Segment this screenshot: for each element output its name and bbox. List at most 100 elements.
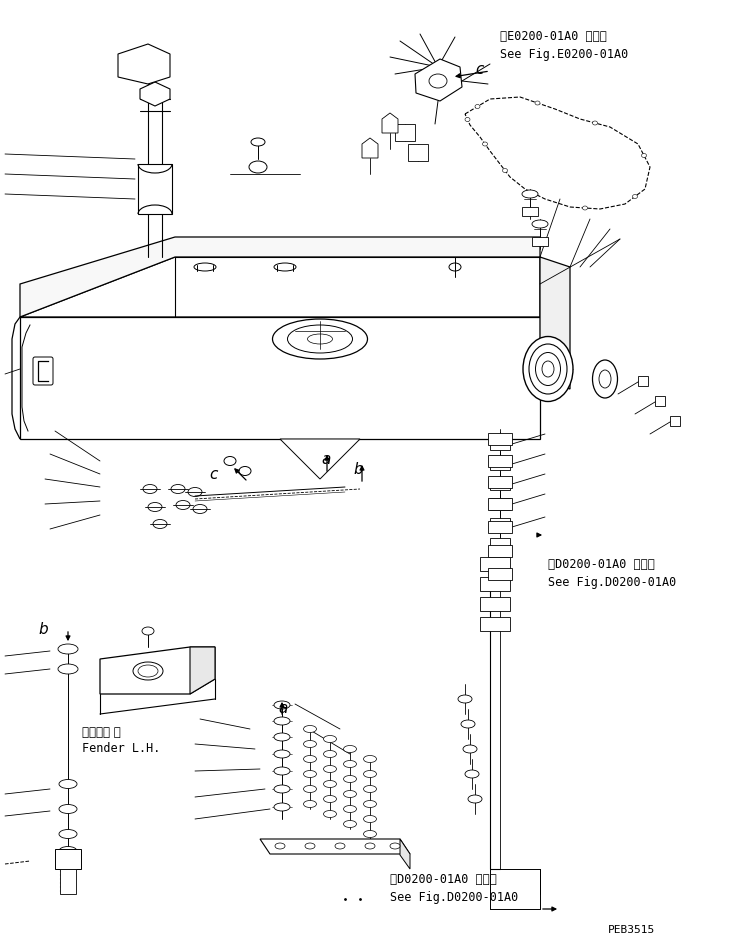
Ellipse shape — [343, 776, 357, 783]
Ellipse shape — [335, 843, 345, 849]
Polygon shape — [490, 518, 510, 531]
Polygon shape — [480, 598, 510, 612]
Ellipse shape — [303, 726, 317, 733]
Polygon shape — [415, 59, 462, 102]
Polygon shape — [118, 45, 170, 85]
Polygon shape — [522, 208, 538, 217]
Ellipse shape — [363, 831, 377, 837]
Polygon shape — [488, 456, 512, 467]
Polygon shape — [55, 849, 81, 869]
Ellipse shape — [274, 750, 290, 758]
Polygon shape — [488, 546, 512, 557]
Ellipse shape — [58, 665, 78, 674]
Ellipse shape — [390, 843, 400, 849]
Ellipse shape — [274, 717, 290, 725]
Ellipse shape — [463, 745, 477, 753]
Polygon shape — [670, 416, 680, 427]
Ellipse shape — [458, 696, 472, 703]
Ellipse shape — [343, 791, 357, 798]
Polygon shape — [395, 125, 415, 142]
Polygon shape — [408, 144, 428, 161]
Text: c: c — [209, 466, 218, 481]
Text: b: b — [38, 621, 47, 636]
Ellipse shape — [482, 143, 488, 147]
Polygon shape — [488, 521, 512, 533]
Ellipse shape — [303, 770, 317, 778]
Polygon shape — [138, 165, 172, 215]
Polygon shape — [655, 396, 665, 407]
Ellipse shape — [502, 169, 508, 174]
Polygon shape — [540, 258, 570, 390]
Ellipse shape — [303, 801, 317, 808]
Text: a: a — [321, 451, 330, 466]
Ellipse shape — [633, 195, 637, 199]
Ellipse shape — [251, 139, 265, 147]
Ellipse shape — [303, 785, 317, 793]
Ellipse shape — [323, 781, 337, 787]
Ellipse shape — [343, 746, 357, 752]
Text: a: a — [278, 700, 287, 716]
Polygon shape — [60, 869, 76, 894]
Ellipse shape — [475, 106, 480, 110]
Ellipse shape — [59, 847, 77, 855]
Polygon shape — [532, 238, 548, 246]
Ellipse shape — [522, 191, 538, 199]
Polygon shape — [140, 83, 170, 107]
Ellipse shape — [323, 796, 337, 802]
Ellipse shape — [275, 843, 285, 849]
Text: 第E0200-01A0 図参照: 第E0200-01A0 図参照 — [500, 30, 607, 43]
Ellipse shape — [305, 843, 315, 849]
Ellipse shape — [533, 193, 537, 196]
Ellipse shape — [343, 805, 357, 813]
Ellipse shape — [363, 785, 377, 793]
Ellipse shape — [323, 750, 337, 758]
Ellipse shape — [323, 811, 337, 818]
Ellipse shape — [274, 733, 290, 741]
Polygon shape — [280, 440, 360, 480]
Ellipse shape — [363, 801, 377, 808]
Polygon shape — [490, 479, 510, 491]
Ellipse shape — [642, 154, 647, 159]
Ellipse shape — [582, 207, 588, 211]
Ellipse shape — [343, 761, 357, 767]
Ellipse shape — [274, 767, 290, 775]
Text: See Fig.D0200-01A0: See Fig.D0200-01A0 — [548, 576, 676, 588]
Text: Fender L.H.: Fender L.H. — [82, 741, 161, 754]
Polygon shape — [480, 617, 510, 632]
Text: c: c — [475, 62, 483, 76]
Polygon shape — [480, 557, 510, 571]
Polygon shape — [488, 498, 512, 511]
Polygon shape — [490, 459, 510, 470]
Ellipse shape — [59, 830, 77, 838]
Ellipse shape — [593, 122, 597, 126]
Ellipse shape — [59, 780, 77, 788]
Ellipse shape — [323, 766, 337, 773]
Text: See Fig.E0200-01A0: See Fig.E0200-01A0 — [500, 48, 628, 61]
Ellipse shape — [142, 628, 154, 635]
Polygon shape — [20, 318, 540, 440]
Text: PEB3515: PEB3515 — [608, 924, 655, 934]
Polygon shape — [488, 477, 512, 488]
Ellipse shape — [523, 337, 573, 402]
Ellipse shape — [461, 720, 475, 728]
Polygon shape — [362, 139, 378, 159]
Ellipse shape — [59, 804, 77, 814]
Ellipse shape — [343, 820, 357, 828]
Polygon shape — [490, 498, 510, 511]
Ellipse shape — [363, 816, 377, 822]
Ellipse shape — [365, 843, 375, 849]
Ellipse shape — [249, 161, 267, 174]
Ellipse shape — [274, 701, 290, 709]
Ellipse shape — [274, 803, 290, 811]
Ellipse shape — [363, 770, 377, 778]
Ellipse shape — [363, 756, 377, 763]
Polygon shape — [480, 578, 510, 591]
Text: b: b — [353, 462, 363, 477]
Ellipse shape — [303, 741, 317, 748]
Polygon shape — [490, 439, 510, 450]
Polygon shape — [20, 238, 540, 318]
Polygon shape — [490, 538, 510, 550]
Ellipse shape — [303, 756, 317, 763]
Polygon shape — [100, 648, 215, 694]
Ellipse shape — [593, 361, 617, 398]
